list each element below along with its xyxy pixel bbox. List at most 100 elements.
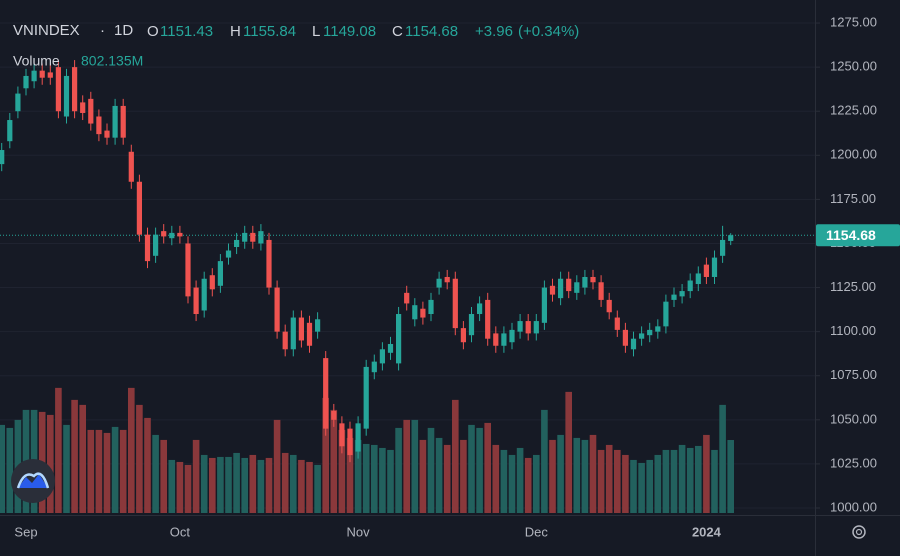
- candle-body: [104, 130, 110, 138]
- candle-body: [298, 317, 304, 341]
- candle-body: [331, 411, 337, 420]
- y-tick-label: 1175.00: [830, 191, 876, 206]
- candle-body: [509, 329, 515, 343]
- volume-bar: [654, 454, 662, 513]
- volume-bar: [411, 419, 419, 513]
- change-pct: (+0.34%): [518, 23, 579, 40]
- candle-body: [412, 305, 418, 320]
- candle-body: [549, 285, 556, 295]
- candle-body: [217, 261, 223, 286]
- candle-body: [169, 232, 175, 239]
- candle-body: [355, 423, 361, 452]
- symbol: VNINDEX: [13, 22, 80, 39]
- x-tick-label: Oct: [170, 524, 191, 539]
- volume-bar: [225, 456, 232, 513]
- volume-bar: [646, 459, 653, 513]
- volume-bar: [630, 459, 637, 513]
- volume-bar: [387, 449, 394, 513]
- candle-body: [282, 331, 288, 350]
- legend: VNINDEX · 1D O 1151.43 H 1155.84 L 1149.…: [13, 22, 579, 69]
- volume-bar: [314, 464, 321, 513]
- volume-bar: [354, 439, 362, 513]
- candle-body: [387, 343, 394, 353]
- close-value: 1154.68: [405, 23, 458, 40]
- y-tick-label: 1125.00: [830, 279, 876, 294]
- last-price-label: 1154.68: [826, 227, 876, 243]
- candle-body: [112, 105, 118, 138]
- candle-body: [582, 276, 588, 288]
- volume-bar: [695, 445, 702, 513]
- volume-bar: [443, 444, 451, 513]
- volume-bar: [435, 437, 443, 513]
- candle-body: [558, 278, 564, 299]
- low-letter: L: [312, 23, 320, 40]
- volume-bar: [79, 404, 86, 513]
- candle-body: [209, 275, 215, 290]
- volume-bar: [273, 419, 281, 513]
- volume-bar: [0, 424, 5, 513]
- candle-body: [347, 428, 353, 456]
- high-value: 1155.84: [243, 23, 296, 40]
- candle-body: [404, 292, 410, 304]
- volume-bar: [168, 459, 176, 513]
- candle-body: [614, 317, 620, 330]
- x-tick-label: Sep: [14, 524, 37, 539]
- volume-bar: [678, 444, 686, 513]
- volume-bar: [144, 417, 151, 513]
- candle-body: [266, 239, 272, 288]
- volume-bar: [241, 457, 248, 513]
- candle-body: [639, 333, 645, 339]
- candle-body: [444, 276, 450, 283]
- candle-body: [477, 303, 483, 315]
- last-price-box: [816, 224, 900, 247]
- y-tick-label: 1250.00: [830, 59, 877, 74]
- volume-bar: [403, 419, 410, 513]
- candle-body: [485, 299, 491, 339]
- volume-bar: [87, 429, 95, 513]
- candle-body: [679, 291, 685, 297]
- low-value: 1149.08: [323, 23, 376, 40]
- volume-bar: [298, 459, 305, 513]
- logo: [11, 459, 55, 503]
- candle-body: [428, 299, 434, 315]
- y-tick-label: 1025.00: [830, 455, 877, 470]
- candle-body: [144, 234, 151, 262]
- candle-body: [225, 250, 232, 258]
- gear-center[interactable]: [855, 528, 863, 536]
- volume-bar: [492, 444, 500, 513]
- volume-bar: [379, 447, 386, 513]
- volume-bar: [265, 457, 273, 513]
- volume-bar: [160, 439, 167, 513]
- candle-body: [541, 287, 547, 323]
- y-tick-label: 1100.00: [830, 323, 876, 338]
- candle-body: [566, 278, 572, 292]
- volume-bar: [711, 449, 718, 513]
- candle-body: [72, 67, 78, 112]
- volume-bar: [719, 404, 726, 513]
- volume-bar: [55, 387, 62, 513]
- volume-value: 802.135M: [81, 53, 143, 69]
- volume-bar: [516, 447, 524, 513]
- candle-body: [88, 98, 94, 124]
- y-tick-label: 1275.00: [830, 14, 877, 29]
- candle-body: [533, 321, 539, 334]
- volume-title: Volume: [13, 53, 60, 69]
- volume-bar: [249, 454, 257, 513]
- candle-body: [315, 319, 321, 332]
- candle-body: [687, 280, 693, 292]
- candle-body: [517, 321, 523, 332]
- candle-body: [306, 322, 313, 346]
- volume-bar: [322, 397, 329, 513]
- candle-body: [363, 366, 369, 429]
- volume-bar: [549, 439, 556, 513]
- volume-bar: [500, 449, 508, 513]
- candle-body: [250, 232, 256, 242]
- volume-bar: [468, 424, 475, 513]
- candle-body: [468, 314, 475, 336]
- gear[interactable]: [852, 525, 866, 539]
- volume-bar: [103, 432, 111, 513]
- y-tick-label: 1200.00: [830, 147, 877, 162]
- settings-icon[interactable]: [852, 525, 866, 539]
- volume-bar: [395, 427, 402, 513]
